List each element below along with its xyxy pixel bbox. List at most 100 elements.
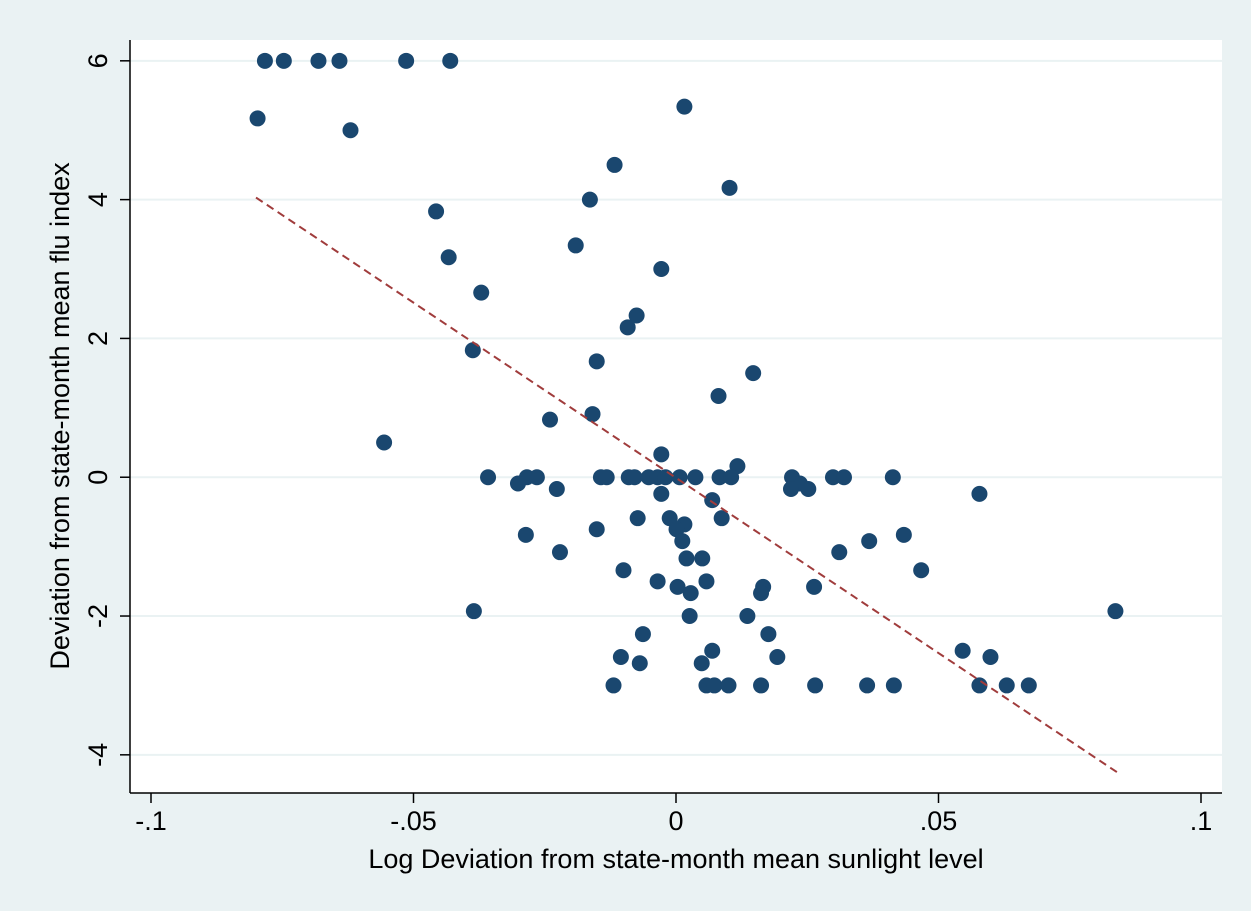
point [760, 626, 777, 643]
point [517, 526, 534, 543]
point [753, 677, 770, 694]
point [723, 469, 740, 486]
point [509, 475, 526, 492]
y-tick-label: -2 [83, 604, 113, 628]
point [753, 585, 770, 602]
point [342, 122, 359, 139]
y-tick-label: 0 [83, 470, 113, 485]
point [473, 284, 490, 301]
point [720, 677, 737, 694]
point [998, 677, 1015, 694]
point [831, 544, 848, 561]
y-tick-label: -4 [83, 743, 113, 767]
x-tick-label: 0 [668, 806, 683, 836]
fit-line [255, 196, 1118, 774]
point [653, 446, 670, 463]
x-tick-label: .05 [920, 806, 958, 836]
point [698, 573, 715, 590]
point [861, 533, 878, 550]
point [859, 677, 876, 694]
point [634, 626, 651, 643]
point [626, 469, 643, 486]
point [310, 52, 327, 69]
point [713, 510, 730, 527]
point [706, 677, 723, 694]
point [376, 434, 393, 451]
point [682, 585, 699, 602]
point [628, 307, 645, 324]
point [687, 469, 704, 486]
y-tick-label: 6 [83, 53, 113, 68]
point [480, 469, 497, 486]
point [528, 469, 545, 486]
point [800, 481, 817, 498]
point [275, 52, 292, 69]
x-axis-label: Log Deviation from state-month mean sunl… [368, 844, 983, 874]
point [710, 388, 727, 405]
point [681, 608, 698, 625]
point [669, 578, 686, 595]
point [954, 642, 971, 659]
point [619, 319, 636, 336]
point [465, 603, 482, 620]
point [884, 469, 901, 486]
point [331, 52, 348, 69]
point [674, 533, 691, 550]
point [605, 677, 622, 694]
x-tick-label: .1 [1190, 806, 1213, 836]
point [653, 261, 670, 278]
point [745, 365, 762, 382]
point [598, 469, 615, 486]
point [615, 562, 632, 579]
point [694, 550, 711, 567]
y-tick-label: 2 [83, 331, 113, 346]
point [671, 469, 688, 486]
point [739, 608, 756, 625]
point [581, 191, 598, 208]
point [895, 526, 912, 543]
point [711, 469, 728, 486]
point [588, 521, 605, 538]
point [806, 578, 823, 595]
point [1107, 603, 1124, 620]
point [769, 648, 786, 665]
point [836, 469, 852, 486]
point [885, 677, 902, 694]
point [913, 562, 930, 579]
point [428, 203, 445, 220]
point [612, 648, 629, 665]
point [629, 510, 646, 527]
point [542, 411, 558, 428]
point [588, 353, 605, 370]
point [653, 485, 670, 502]
point [398, 52, 415, 69]
point [551, 544, 568, 561]
point [249, 110, 266, 127]
point [676, 98, 693, 115]
point [678, 550, 695, 567]
y-tick-label: 4 [83, 192, 113, 207]
point [721, 179, 738, 196]
point [440, 249, 457, 266]
point [971, 485, 988, 502]
point [649, 573, 666, 590]
point [464, 342, 481, 359]
plot-region [130, 40, 1222, 793]
point [782, 481, 799, 498]
point [982, 648, 999, 665]
point [631, 655, 648, 672]
point [971, 677, 988, 694]
point [548, 481, 565, 498]
point [704, 642, 721, 659]
point [824, 469, 841, 486]
point [704, 492, 721, 509]
point [584, 406, 601, 423]
point [256, 52, 273, 69]
point [807, 677, 824, 694]
point [606, 156, 623, 173]
point [657, 469, 674, 486]
x-tick-label: -.05 [390, 806, 437, 836]
y-axis-label: Deviation from state-month mean flu inde… [45, 162, 75, 670]
